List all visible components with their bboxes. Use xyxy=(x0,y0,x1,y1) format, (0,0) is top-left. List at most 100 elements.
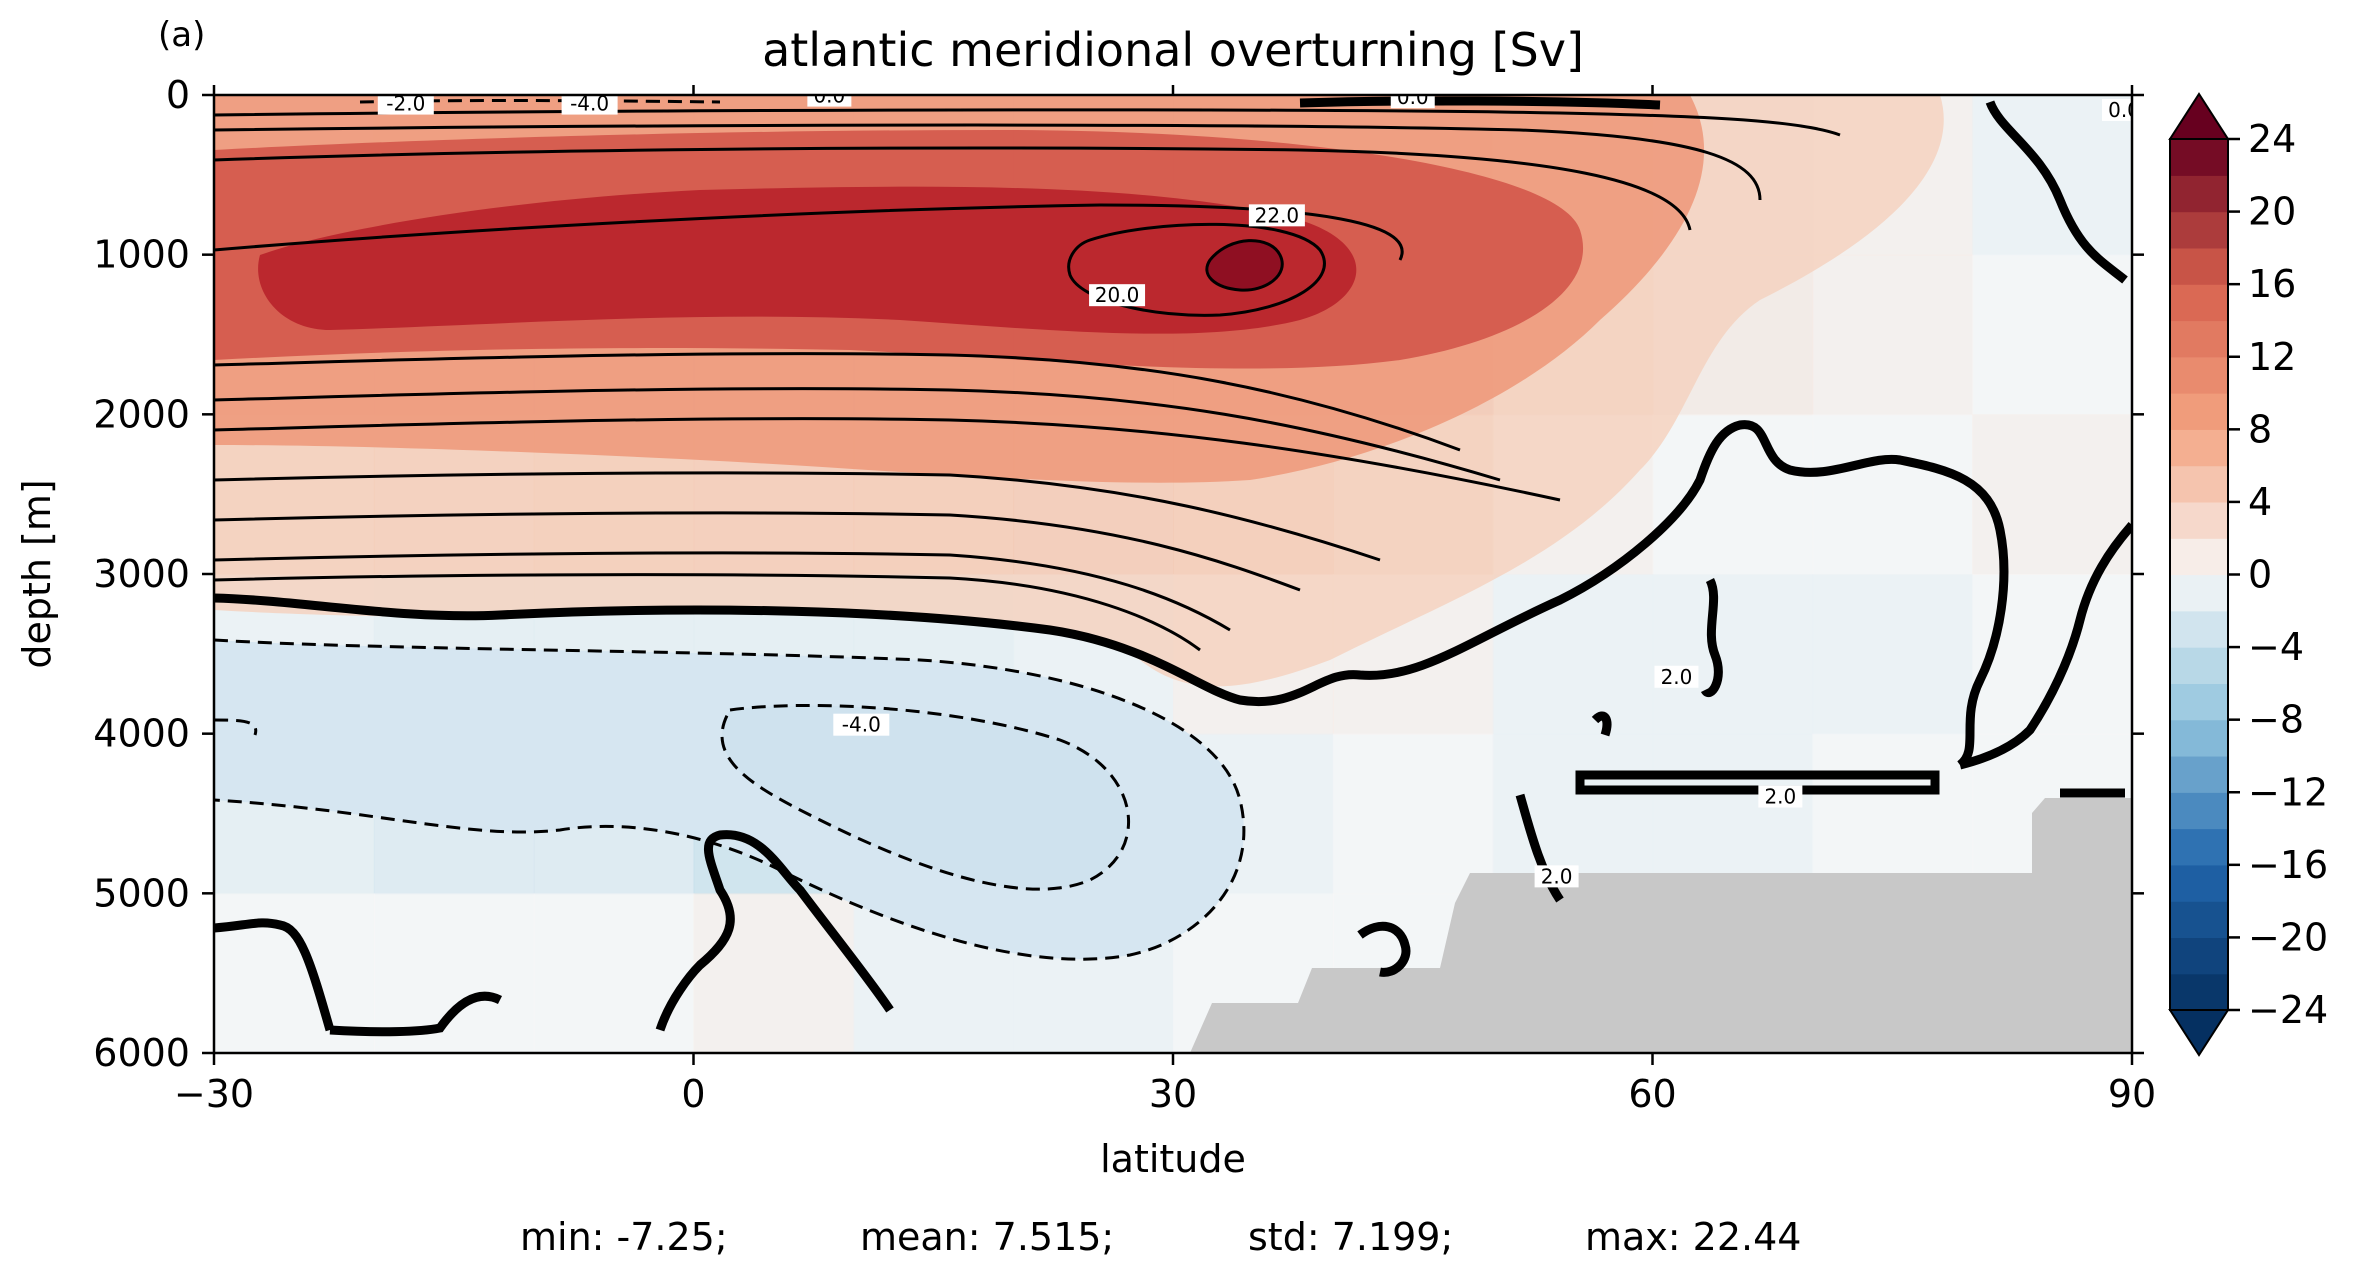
contour-label-layer: -2.0 -4.0 0.0 0.0 0.0 22.0 20.0 2.0 -4.0 2.0 2.0 xyxy=(377,85,2140,888)
contour-label: -2.0 xyxy=(386,92,425,116)
contour-line xyxy=(214,551,1231,632)
colorbar-band xyxy=(2170,574,2228,612)
colorbar-band xyxy=(2170,247,2228,285)
colorbar-band xyxy=(2170,792,2228,830)
heatmap-cell xyxy=(1812,574,1974,735)
colorbar-tick-label: −20 xyxy=(2248,915,2328,959)
colorbar-tick-label: −16 xyxy=(2248,843,2328,887)
contour-label-bg xyxy=(377,95,434,115)
colorbar-band xyxy=(2170,864,2228,902)
colorbar-tick-label: −24 xyxy=(2248,988,2328,1032)
colorbar-band xyxy=(2170,284,2228,322)
plot-area: -2.0 -4.0 0.0 0.0 0.0 22.0 20.0 2.0 -4.0 2.0 2.0 xyxy=(214,85,2140,1053)
x-tick-label: 30 xyxy=(1149,1072,1197,1116)
colorbar: 24 20 16 12 8 4 0 −4 −8 −12 −16 −20 −24 xyxy=(2168,92,2328,1057)
contour-label-bg xyxy=(1089,284,1146,307)
colorbar-band xyxy=(2170,973,2228,1011)
stat-mean: mean: 7.515; xyxy=(860,1215,1114,1259)
contour-label-bg xyxy=(807,95,852,107)
colorbar-band xyxy=(2170,937,2228,975)
zero-contour-east xyxy=(1958,522,2132,770)
zero-contour-top xyxy=(1299,96,1661,110)
chart-title: atlantic meridional overturning [Sv] xyxy=(762,23,1584,77)
heatmap-cell xyxy=(1812,414,1974,575)
contour-line xyxy=(214,352,1461,452)
zero-contour-main xyxy=(214,420,2009,769)
negative-contour-top xyxy=(359,99,721,104)
colorbar-band xyxy=(2170,139,2228,176)
contour-label: -4.0 xyxy=(570,92,609,116)
negative-contour-west xyxy=(214,718,258,736)
stat-std: std: 7.199; xyxy=(1248,1215,1453,1259)
zero-contour-south-4 xyxy=(1357,921,1411,977)
heatmap-cell xyxy=(373,893,535,1053)
positive-cell-22 xyxy=(1206,240,1283,291)
colorbar-tick-label: −12 xyxy=(2248,770,2328,814)
contour-line xyxy=(214,511,1301,592)
contour-label-bg xyxy=(1534,865,1579,888)
heatmap-cell xyxy=(533,893,695,1053)
colorbar-band xyxy=(2170,465,2228,503)
heatmap-cell xyxy=(1812,733,1974,895)
colorbar-band xyxy=(2170,610,2228,648)
colorbar-tick-label: 16 xyxy=(2248,262,2296,306)
y-tick-label: 6000 xyxy=(93,1031,190,1075)
contour-line xyxy=(214,108,1841,137)
heatmap-cell xyxy=(1812,254,1974,416)
negative-contour-4 xyxy=(720,703,1131,891)
contour-label: 2.0 xyxy=(1541,864,1573,888)
contour-label: 0.0 xyxy=(2108,98,2140,122)
x-tick-label: 90 xyxy=(2108,1072,2156,1116)
colorbar-tick-label: 20 xyxy=(2248,190,2296,234)
contour-line xyxy=(214,123,1762,201)
contour-label: 0.0 xyxy=(1397,85,1429,109)
heatmap-cell xyxy=(1972,254,2132,416)
colorbar-tick-label: −8 xyxy=(2248,698,2304,742)
y-tick-label: 4000 xyxy=(93,712,190,756)
contour-label-bg xyxy=(561,95,618,115)
x-tick-label: 60 xyxy=(1628,1072,1676,1116)
heatmap-cell xyxy=(693,893,855,1053)
contour-line xyxy=(1067,222,1326,317)
x-axis: −30 0 30 60 90 xyxy=(174,85,2156,1116)
colorbar-band xyxy=(2170,828,2228,866)
contour-label-bg xyxy=(1758,785,1803,808)
contour-line xyxy=(1205,239,1284,292)
stat-max: max: 22.44 xyxy=(1585,1215,1801,1259)
colorbar-band xyxy=(2170,901,2228,939)
negative-cell-4 xyxy=(722,705,1129,890)
contour-line xyxy=(214,387,1501,482)
contour-line xyxy=(214,146,1692,231)
contour-label: 20.0 xyxy=(1095,283,1140,307)
zero-contours xyxy=(214,96,2132,1037)
heatmap-cell xyxy=(1652,733,1814,895)
heatmap-cell xyxy=(1652,574,1814,735)
heatmap-cell xyxy=(214,893,375,1053)
contour-lines xyxy=(214,108,1841,652)
heatmap-cell xyxy=(1972,574,2132,735)
colorbar-band xyxy=(2170,647,2228,684)
x-axis-label: latitude xyxy=(1100,1137,1246,1181)
zero-contour-south-1 xyxy=(214,918,335,1032)
colorbar-band xyxy=(2170,320,2228,358)
colorbar-tick-label: 24 xyxy=(2248,117,2296,161)
colorbar-band xyxy=(2170,755,2228,793)
contour-label-bg xyxy=(1390,95,1435,109)
heatmap-cell xyxy=(1652,414,1814,575)
colorbar-tick-label: −4 xyxy=(2248,625,2304,669)
colorbar-band xyxy=(2170,393,2228,430)
panel-label: (a) xyxy=(158,15,205,55)
colorbar-band xyxy=(2170,356,2228,394)
x-tick-label: 0 xyxy=(681,1072,705,1116)
stat-min: min: -7.25; xyxy=(520,1215,728,1259)
y-tick-label: 0 xyxy=(166,73,190,117)
zero-contour-plateau xyxy=(1575,770,1940,795)
contour-label: 2.0 xyxy=(1764,785,1796,809)
colorbar-tick-label: 0 xyxy=(2248,553,2272,597)
zero-contour-south-3 xyxy=(655,830,894,1032)
y-tick-label: 5000 xyxy=(93,871,190,915)
negative-contours xyxy=(214,99,1246,961)
x-tick-label: −30 xyxy=(174,1072,254,1116)
colorbar-band xyxy=(2170,501,2228,539)
